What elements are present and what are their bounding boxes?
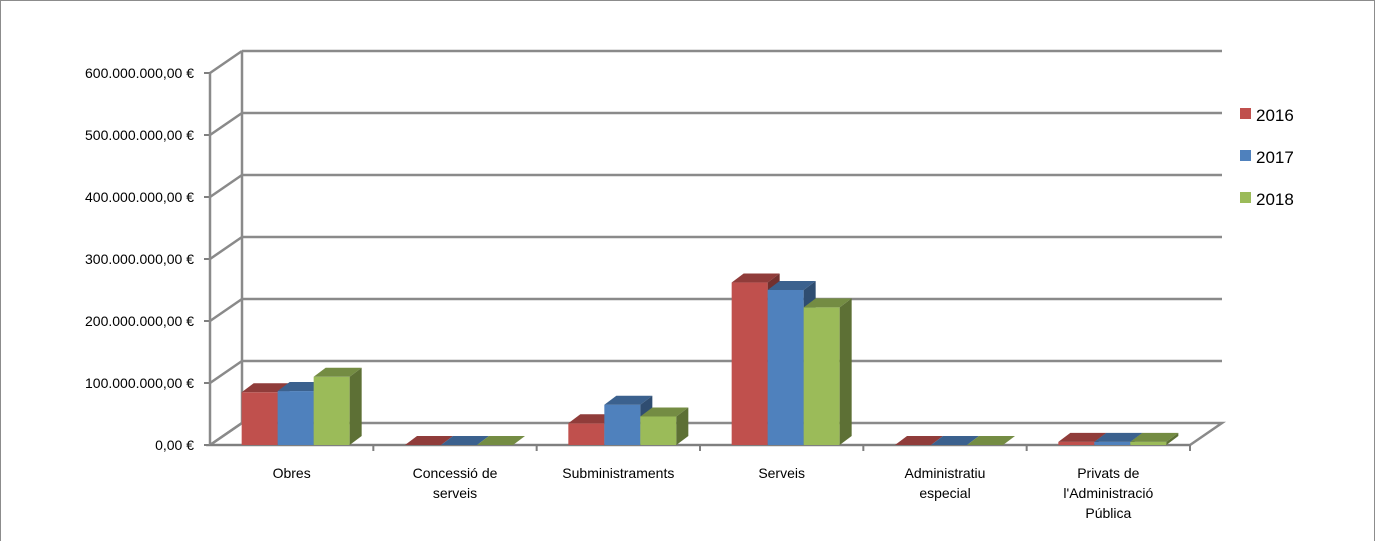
bar-top — [405, 436, 453, 445]
bar-front — [568, 423, 605, 445]
bar-top — [967, 436, 1015, 445]
y-tick-label: 600.000.000,00 € — [85, 65, 194, 81]
gridlines — [205, 49, 1227, 447]
bar-front — [1130, 441, 1167, 445]
bar-front — [1058, 441, 1095, 445]
x-tick-label: Obres — [273, 465, 311, 481]
bar-front — [640, 416, 677, 445]
gridline-side — [209, 297, 243, 323]
bar-front — [604, 404, 641, 445]
bar — [313, 367, 362, 445]
bar-top — [1094, 432, 1143, 442]
x-tick-label: Administratiu — [905, 465, 986, 481]
bar-top — [640, 407, 689, 417]
y-tick-label: 200.000.000,00 € — [85, 313, 194, 329]
bar-side — [676, 407, 689, 445]
bar-front — [1094, 441, 1131, 445]
bar-front — [277, 391, 314, 445]
bar-side — [839, 298, 852, 445]
x-tick-label: Privats de — [1077, 465, 1139, 481]
x-tick-label: Subministraments — [562, 465, 674, 481]
bar-top — [895, 436, 943, 445]
bar-front — [767, 290, 804, 445]
labels: 0,00 € 100.000.000,00 € 200.000.000,00 € 30… — [85, 65, 1153, 521]
bar — [967, 436, 1015, 445]
legend-swatch — [1240, 150, 1251, 161]
bar — [803, 298, 852, 445]
bar — [441, 436, 489, 445]
bar-top — [731, 273, 780, 283]
x-tick-label: Pública — [1085, 505, 1131, 521]
x-tick-label: Serveis — [758, 465, 805, 481]
legend: 2016 2017 2018 — [1240, 106, 1294, 209]
gridline-side — [209, 49, 243, 75]
bar — [405, 436, 453, 445]
bar-top — [1130, 432, 1179, 442]
y-tick-label: 500.000.000,00 € — [85, 127, 194, 143]
x-tick-label: Concessió de — [413, 465, 498, 481]
bars — [241, 273, 1179, 445]
x-tick-label: especial — [919, 485, 970, 501]
legend-swatch — [1240, 108, 1251, 119]
legend-label: 2016 — [1256, 106, 1294, 125]
bar-top — [604, 395, 653, 405]
bar-front — [731, 282, 768, 445]
bar-top — [931, 436, 979, 445]
bar-front — [803, 307, 840, 445]
bar — [1130, 432, 1179, 445]
bar-top — [1058, 432, 1107, 442]
bar-side — [1166, 432, 1179, 445]
gridline-side — [209, 111, 243, 137]
bar-top — [241, 383, 290, 393]
gridline-side — [209, 235, 243, 261]
y-tick-label: 400.000.000,00 € — [85, 189, 194, 205]
legend-label: 2017 — [1256, 148, 1294, 167]
bar — [640, 407, 689, 445]
bar-top — [313, 367, 362, 377]
bar — [895, 436, 943, 445]
legend-label: 2018 — [1256, 190, 1294, 209]
bar-top — [803, 298, 852, 308]
legend-swatch — [1240, 192, 1251, 203]
x-tick-label: serveis — [433, 485, 477, 501]
x-tick-label: l'Administració — [1063, 485, 1153, 501]
bar-side — [349, 367, 362, 445]
y-tick-label: 300.000.000,00 € — [85, 251, 194, 267]
bar-front — [313, 376, 350, 445]
bar-top — [441, 436, 489, 445]
bar — [931, 436, 979, 445]
bar — [477, 436, 525, 445]
bar-top — [767, 281, 816, 290]
y-tick-label: 100.000.000,00 € — [85, 375, 194, 391]
bar-front — [241, 392, 278, 445]
bar-top — [477, 436, 525, 445]
gridline-side — [209, 359, 243, 385]
gridline-side — [209, 173, 243, 199]
axes — [204, 51, 1191, 451]
y-tick-label: 0,00 € — [155, 437, 194, 453]
